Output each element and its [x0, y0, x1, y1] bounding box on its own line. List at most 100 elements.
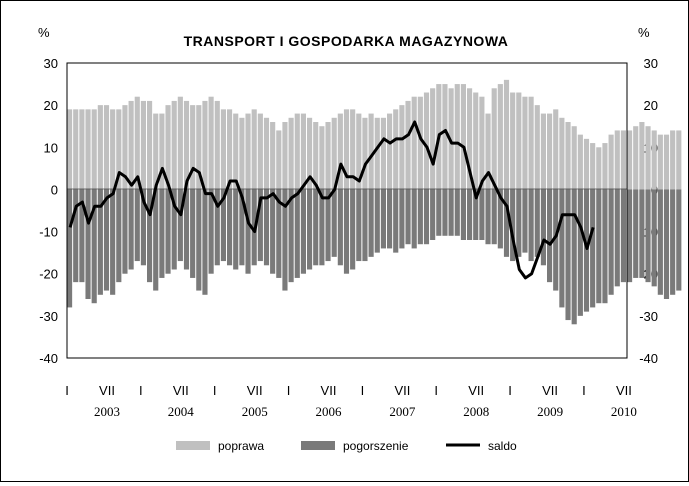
x-month-label: I	[65, 383, 69, 398]
bar-pogorszenie	[645, 189, 650, 282]
bar-poprawa	[215, 101, 220, 189]
bar-pogorszenie	[313, 189, 318, 265]
bar-poprawa	[676, 130, 681, 189]
bar-pogorszenie	[375, 189, 380, 252]
bar-pogorszenie	[350, 189, 355, 269]
bar-pogorszenie	[621, 189, 626, 282]
bar-poprawa	[393, 109, 398, 189]
bar-pogorszenie	[442, 189, 447, 235]
bar-poprawa	[362, 118, 367, 190]
bar-poprawa	[289, 118, 294, 190]
legend-label-saldo: saldo	[488, 439, 517, 453]
bar-pogorszenie	[307, 189, 312, 269]
x-month-label: VII	[247, 383, 263, 398]
y-tick-label-left: 0	[51, 182, 58, 197]
bar-pogorszenie	[485, 189, 490, 244]
bar-poprawa	[473, 93, 478, 190]
bar-pogorszenie	[122, 189, 127, 273]
bar-poprawa	[442, 84, 447, 189]
x-month-label: VII	[99, 383, 115, 398]
bar-pogorszenie	[332, 189, 337, 256]
x-month-label: VII	[616, 383, 632, 398]
bar-poprawa	[110, 109, 115, 189]
bar-pogorszenie	[676, 189, 681, 290]
bar-pogorszenie	[338, 189, 343, 265]
x-month-label: VII	[321, 383, 337, 398]
y-tick-label-right: 30	[644, 56, 658, 71]
x-year-label: 2005	[242, 404, 268, 419]
bar-poprawa	[92, 109, 97, 189]
bar-poprawa	[319, 126, 324, 189]
bar-poprawa	[381, 118, 386, 190]
bar-poprawa	[498, 84, 503, 189]
x-month-label: I	[139, 383, 143, 398]
bar-pogorszenie	[319, 189, 324, 265]
bar-pogorszenie	[104, 189, 109, 290]
bar-poprawa	[412, 97, 417, 190]
x-month-label: VII	[173, 383, 189, 398]
y-tick-label-left: 20	[44, 98, 58, 113]
bar-pogorszenie	[572, 189, 577, 324]
bar-poprawa	[209, 97, 214, 190]
bar-poprawa	[276, 130, 281, 189]
x-year-label: 2004	[168, 404, 195, 419]
x-year-label: 2010	[611, 404, 637, 419]
bar-pogorszenie	[135, 189, 140, 261]
bar-poprawa	[245, 114, 250, 190]
legend-label-pogorszenie: pogorszenie	[343, 439, 409, 453]
bar-pogorszenie	[412, 189, 417, 248]
bar-poprawa	[67, 109, 72, 189]
bar-poprawa	[172, 101, 177, 189]
x-year-label: 2007	[389, 404, 416, 419]
x-month-label: VII	[542, 383, 558, 398]
bar-pogorszenie	[405, 189, 410, 244]
bar-poprawa	[227, 109, 232, 189]
bar-pogorszenie	[516, 189, 521, 256]
bar-pogorszenie	[196, 189, 201, 290]
x-year-label: 2008	[463, 404, 489, 419]
bar-pogorszenie	[541, 189, 546, 265]
bar-poprawa	[455, 84, 460, 189]
bar-poprawa	[79, 109, 84, 189]
bar-pogorszenie	[522, 189, 527, 252]
bar-pogorszenie	[264, 189, 269, 265]
bar-poprawa	[572, 126, 577, 189]
bar-poprawa	[633, 126, 638, 189]
bar-poprawa	[510, 93, 515, 190]
bar-pogorszenie	[356, 189, 361, 261]
bar-poprawa	[239, 118, 244, 190]
y-tick-label-right: -40	[639, 351, 658, 366]
bar-poprawa	[399, 105, 404, 189]
bar-pogorszenie	[529, 189, 534, 261]
bar-pogorszenie	[436, 189, 441, 235]
bar-pogorszenie	[633, 189, 638, 278]
bar-pogorszenie	[565, 189, 570, 320]
bar-poprawa	[590, 143, 595, 189]
bar-pogorszenie	[670, 189, 675, 294]
y-tick-label-left: -40	[39, 351, 58, 366]
bar-pogorszenie	[165, 189, 170, 273]
bar-poprawa	[270, 122, 275, 189]
bar-poprawa	[325, 122, 330, 189]
bar-pogorszenie	[116, 189, 121, 282]
y-tick-label-left: -10	[39, 225, 58, 240]
bar-pogorszenie	[418, 189, 423, 244]
bar-poprawa	[313, 122, 318, 189]
x-month-label: I	[213, 383, 217, 398]
bar-poprawa	[559, 118, 564, 190]
bar-pogorszenie	[430, 189, 435, 240]
bar-poprawa	[584, 139, 589, 190]
y-axis-unit-right: %	[638, 25, 650, 40]
bar-poprawa	[522, 97, 527, 190]
bar-poprawa	[479, 97, 484, 190]
bar-poprawa	[596, 147, 601, 189]
bar-pogorszenie	[85, 189, 90, 299]
bar-pogorszenie	[295, 189, 300, 278]
bar-poprawa	[190, 105, 195, 189]
bar-poprawa	[621, 130, 626, 189]
bar-poprawa	[258, 114, 263, 190]
x-month-label: I	[361, 383, 365, 398]
bar-pogorszenie	[202, 189, 207, 294]
